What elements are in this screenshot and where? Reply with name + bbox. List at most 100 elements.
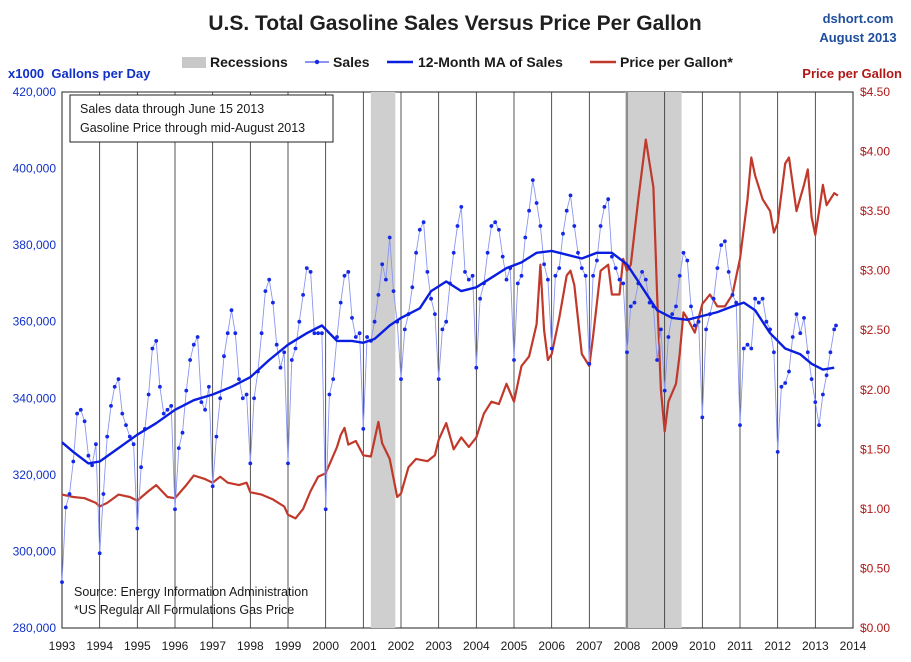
sales-point bbox=[527, 208, 531, 213]
sales-point bbox=[135, 526, 140, 531]
sales-point bbox=[90, 463, 94, 468]
sales-point bbox=[158, 384, 162, 389]
sales-point bbox=[572, 224, 577, 228]
sales-point bbox=[109, 404, 113, 408]
sales-point bbox=[753, 296, 757, 301]
sales-point bbox=[259, 331, 264, 336]
sales-point bbox=[350, 316, 354, 320]
sales-point bbox=[832, 327, 837, 332]
sales-point bbox=[689, 304, 693, 309]
sales-point bbox=[278, 365, 283, 370]
footnote-price: *US Regular All Formulations Gas Price bbox=[74, 603, 294, 617]
legend-sales-marker bbox=[314, 59, 320, 65]
sales-point bbox=[165, 407, 170, 412]
sales-point bbox=[218, 396, 223, 401]
sales-point bbox=[493, 220, 498, 225]
sales-point bbox=[451, 250, 456, 255]
sales-point bbox=[489, 224, 494, 228]
sales-point bbox=[301, 293, 305, 297]
right-tick-label: $0.50 bbox=[860, 561, 890, 575]
x-tick-label: 2004 bbox=[463, 639, 490, 653]
sales-point bbox=[320, 331, 324, 336]
legend-price-label: Price per Gallon* bbox=[620, 54, 733, 70]
sales-point bbox=[834, 323, 838, 328]
sales-point bbox=[146, 392, 151, 397]
sales-point bbox=[632, 300, 637, 305]
sales-point bbox=[342, 273, 347, 278]
left-tick-label: 360,000 bbox=[13, 315, 57, 329]
sales-point bbox=[225, 331, 230, 336]
sales-point bbox=[595, 258, 599, 263]
sales-point bbox=[425, 270, 430, 274]
x-tick-label: 2014 bbox=[840, 639, 867, 653]
sales-point bbox=[316, 331, 320, 336]
sales-point bbox=[271, 300, 275, 305]
sales-point bbox=[723, 239, 727, 244]
sales-point bbox=[180, 430, 185, 435]
x-tick-label: 2003 bbox=[425, 639, 452, 653]
sales-point bbox=[410, 285, 415, 290]
sales-point bbox=[794, 312, 799, 316]
sales-point bbox=[802, 316, 806, 320]
sales-point bbox=[150, 346, 155, 351]
sales-point bbox=[798, 331, 803, 336]
x-tick-label: 2001 bbox=[350, 639, 377, 653]
sales-point bbox=[696, 319, 701, 324]
sales-point bbox=[478, 296, 482, 301]
sales-point bbox=[203, 407, 208, 412]
sales-point bbox=[327, 392, 332, 397]
sales-point bbox=[376, 293, 381, 297]
sales-point bbox=[191, 342, 196, 347]
right-tick-label: $0.00 bbox=[860, 621, 890, 635]
sales-point bbox=[346, 270, 351, 274]
sales-point bbox=[387, 235, 392, 240]
sales-point bbox=[240, 396, 245, 401]
sales-point bbox=[286, 461, 290, 466]
legend-sales-label: Sales bbox=[333, 54, 370, 70]
sales-point bbox=[579, 266, 584, 270]
sales-point bbox=[384, 277, 388, 282]
sales-point bbox=[625, 350, 629, 355]
sales-point bbox=[274, 342, 279, 347]
notes-box bbox=[69, 94, 334, 143]
source-site: dshort.com bbox=[823, 11, 894, 26]
sales-point bbox=[700, 415, 705, 420]
sales-point bbox=[821, 392, 825, 397]
note-gas-price: Gasoline Price through mid-August 2013 bbox=[80, 121, 305, 135]
sales-point bbox=[116, 377, 121, 381]
sales-point bbox=[237, 377, 241, 381]
sales-point bbox=[598, 224, 603, 228]
sales-point bbox=[440, 327, 445, 332]
sales-point bbox=[417, 227, 422, 232]
left-tick-label: 380,000 bbox=[13, 238, 57, 252]
sales-point bbox=[662, 388, 667, 393]
sales-point bbox=[587, 361, 592, 366]
legend: Recessions Sales 12-Month MA of Sales Pr… bbox=[182, 54, 733, 70]
sales-point bbox=[248, 461, 253, 466]
sales-point bbox=[94, 442, 98, 447]
sales-point bbox=[199, 400, 204, 404]
sales-point bbox=[169, 404, 174, 408]
sales-point bbox=[474, 365, 479, 370]
sales-point bbox=[222, 354, 226, 359]
sales-point bbox=[497, 227, 501, 232]
x-tick-label: 2005 bbox=[501, 639, 528, 653]
sales-point bbox=[738, 423, 742, 427]
sales-point bbox=[538, 224, 543, 228]
sales-point bbox=[640, 270, 644, 274]
right-tick-label: $4.00 bbox=[860, 145, 890, 159]
source-date: August 2013 bbox=[819, 30, 896, 45]
x-tick-label: 1999 bbox=[275, 639, 302, 653]
sales-point bbox=[534, 201, 539, 205]
sales-point bbox=[583, 273, 588, 278]
sales-point bbox=[756, 300, 761, 305]
sales-point bbox=[105, 434, 110, 439]
sales-point bbox=[124, 423, 128, 427]
x-tick-label: 2010 bbox=[689, 639, 716, 653]
sales-point bbox=[530, 178, 535, 183]
sales-point bbox=[553, 273, 558, 278]
x-tick-label: 2009 bbox=[651, 639, 678, 653]
sales-point bbox=[361, 427, 366, 431]
plot-frame bbox=[61, 91, 854, 629]
